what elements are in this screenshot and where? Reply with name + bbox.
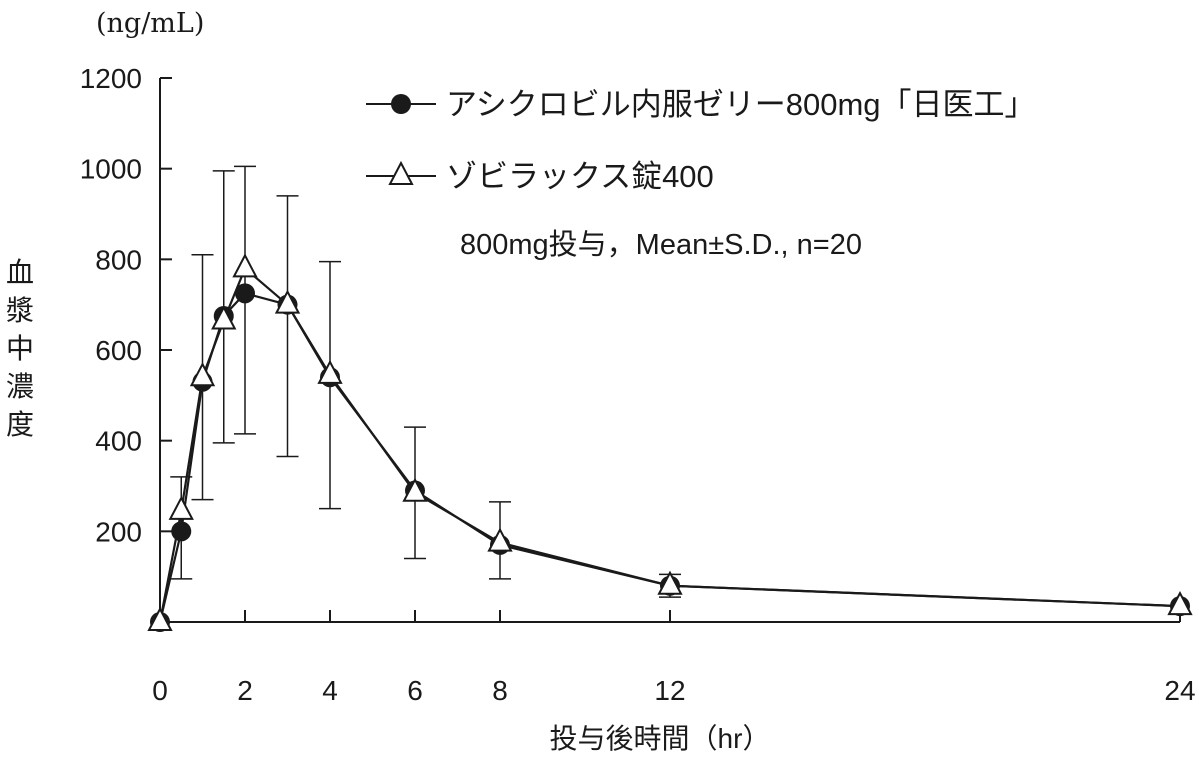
data-point-series-1-4: [235, 283, 255, 304]
data-point-series-2-6: [317, 359, 343, 384]
y-unit-label: (ng/mL): [96, 8, 204, 39]
y-tick-label-600: 600: [95, 335, 142, 366]
legend-item-series-2: ゾビラックス錠400: [366, 159, 714, 194]
data-point-series-2-9: [657, 570, 683, 595]
data-point-series-2-5: [274, 289, 301, 314]
data-point-series-2-0: [147, 606, 173, 631]
data-point-series-2-10: [1167, 590, 1193, 616]
legend: アシクロビル内服ゼリー800mg「日医工」 ゾビラックス錠400 800mg投与…: [366, 87, 1036, 261]
x-tick-label-8: 8: [492, 675, 508, 706]
y-axis-label-char-1: 血: [6, 257, 34, 288]
y-axis-label: 血 漿 中 濃 度: [6, 257, 42, 440]
series-markers: [147, 253, 1193, 632]
y-axis-label-char-5: 度: [6, 409, 34, 440]
y-tick-label-800: 800: [95, 244, 142, 275]
x-tick-label-24: 24: [1164, 675, 1195, 706]
x-tick-label-12: 12: [654, 675, 685, 706]
data-point-series-1-1: [171, 521, 192, 542]
x-tick-label-4: 4: [322, 675, 338, 706]
study-note: 800mg投与，Mean±S.D., n=20: [460, 228, 862, 261]
y-axis-label-char-4: 濃: [6, 371, 34, 402]
legend-item-series-1: アシクロビル内服ゼリー800mg「日医工」: [366, 87, 1036, 122]
x-axis-label: 投与後時間（hr）: [550, 723, 771, 754]
x-tick-label-0: 0: [152, 675, 168, 706]
data-point-series-2-3: [211, 305, 237, 330]
data-point-series-2-2: [189, 362, 216, 387]
x-tick-label-2: 2: [237, 675, 253, 706]
data-point-series-2-1: [168, 495, 194, 520]
legend-label-2: ゾビラックス錠400: [446, 159, 714, 194]
legend-label-1: アシクロビル内服ゼリー800mg「日医工」: [446, 87, 1036, 122]
series-lines: [158, 266, 1181, 623]
x-tick-label-6: 6: [407, 675, 423, 706]
y-axis-label-char-3: 中: [6, 333, 34, 364]
legend-marker-1: [391, 94, 411, 114]
y-tick-label-400: 400: [95, 426, 142, 457]
data-point-series-2-8: [487, 527, 513, 552]
y-axis-label-char-2: 漿: [6, 295, 34, 326]
data-point-series-2-7: [402, 477, 428, 502]
data-point-series-2-4: [232, 253, 258, 278]
series-line-2: [158, 266, 1181, 623]
y-tick-label-200: 200: [95, 516, 142, 547]
y-tick-label-1000: 1000: [80, 154, 142, 185]
legend-marker-2: [388, 160, 414, 185]
y-tick-label-1200: 1200: [80, 63, 142, 94]
